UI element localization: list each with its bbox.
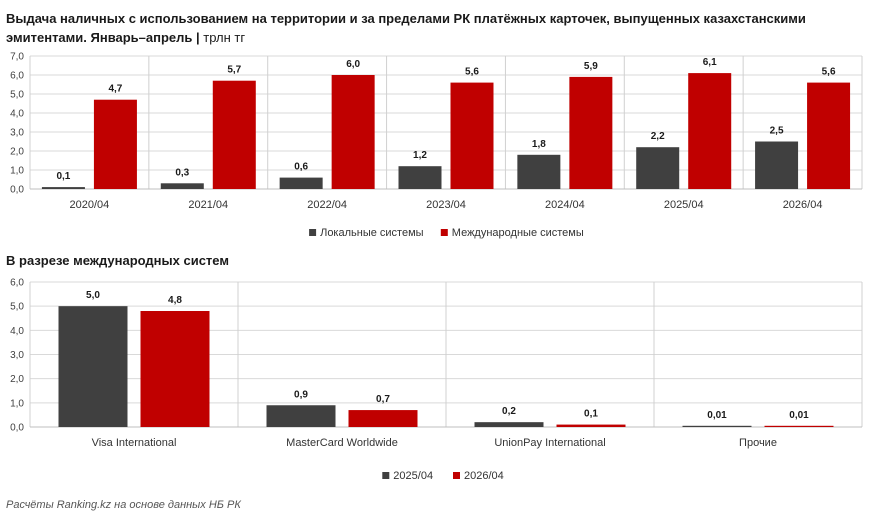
- section-title-international: В разрезе международных систем: [6, 253, 229, 268]
- chart1-category-label: 2022/04: [307, 199, 347, 211]
- chart1-data-label: 5,7: [227, 65, 241, 76]
- chart1-bar-локальные-системы-2022-04: [279, 177, 323, 189]
- chart1-category-label: 2026/04: [783, 199, 823, 211]
- chart1-bar-международные-системы-2021-04: [212, 80, 256, 189]
- chart1-bar-международные-системы-2022-04: [331, 75, 375, 189]
- chart1-data-label: 1,2: [413, 150, 427, 161]
- chart2-ytick-label: 1,0: [10, 398, 24, 409]
- chart2-ytick-label: 5,0: [10, 302, 24, 313]
- chart1-legend-swatch: [440, 229, 448, 236]
- chart1-ytick-label: 7,0: [10, 52, 24, 63]
- chart-title: Выдача наличных с использованием на терр…: [6, 11, 806, 45]
- chart2-legend-swatch: [453, 472, 460, 479]
- chart2-bar-2026-04-mastercard-worldwide: [348, 410, 418, 427]
- chart1-data-label: 5,6: [465, 67, 479, 78]
- chart2-bar-2025-04-unionpay-international: [474, 422, 544, 427]
- chart2-bar-2025-04-mastercard-worldwide: [266, 405, 336, 427]
- chart1-ytick-label: 3,0: [10, 128, 24, 139]
- chart2-legend-label: 2026/04: [464, 470, 504, 482]
- chart1-data-label: 6,0: [346, 59, 360, 70]
- chart2-legend-swatch: [382, 472, 390, 479]
- chart1-ytick-label: 1,0: [10, 166, 24, 177]
- chart1-bar-международные-системы-2026-04: [807, 82, 851, 189]
- chart2-ytick-label: 6,0: [10, 278, 24, 289]
- chart2-ytick-label: 0,0: [10, 423, 24, 434]
- chart1-bar-международные-системы-2025-04: [688, 73, 732, 189]
- chart2-data-label: 0,7: [376, 394, 390, 405]
- chart1-data-label: 5,6: [822, 67, 836, 78]
- chart2-category-label: UnionPay International: [494, 437, 605, 449]
- chart1-ytick-label: 5,0: [10, 90, 24, 101]
- chart1-bar-локальные-системы-2025-04: [636, 147, 680, 189]
- chart1-bar-локальные-системы-2026-04: [755, 141, 799, 189]
- chart1-bar-локальные-системы-2020-04: [41, 187, 85, 189]
- chart1-data-label: 4,7: [108, 84, 122, 95]
- chart1-category-label: 2025/04: [664, 199, 704, 211]
- chart1-data-label: 1,8: [532, 139, 546, 150]
- chart1-data-label: 0,6: [294, 162, 308, 173]
- chart2-data-label: 0,1: [584, 409, 598, 420]
- chart1-data-label: 6,1: [703, 57, 717, 68]
- chart1-data-label: 0,3: [175, 167, 189, 178]
- chart1-bar-международные-системы-2023-04: [450, 82, 494, 189]
- title-unit: трлн тг: [203, 30, 246, 45]
- chart2-data-label: 0,01: [707, 410, 727, 421]
- chart1-legend-label: Международные системы: [452, 227, 584, 239]
- chart1-data-label: 0,1: [56, 171, 70, 182]
- chart1-legend-label: Локальные системы: [320, 227, 424, 239]
- chart2-category-label: Прочие: [739, 437, 777, 449]
- chart2-ytick-label: 4,0: [10, 326, 24, 337]
- chart2-data-label: 0,2: [502, 406, 516, 417]
- chart1-bar-локальные-системы-2023-04: [398, 166, 442, 189]
- chart1-category-label: 2023/04: [426, 199, 466, 211]
- chart1-bar-локальные-системы-2024-04: [517, 154, 561, 189]
- chart1-data-label: 2,5: [770, 126, 784, 137]
- chart2-ytick-label: 3,0: [10, 350, 24, 361]
- chart2-ytick-label: 2,0: [10, 374, 24, 385]
- chart1-ytick-label: 0,0: [10, 185, 24, 196]
- chart1-bar-международные-системы-2020-04: [93, 99, 137, 189]
- chart1-category-label: 2021/04: [188, 199, 228, 211]
- chart1-bar-локальные-системы-2021-04: [160, 183, 204, 189]
- chart1-ytick-label: 2,0: [10, 147, 24, 158]
- chart2-bar-2025-04-visa-international: [58, 306, 128, 427]
- chart1-bar-международные-системы-2024-04: [569, 76, 613, 189]
- chart2-bar-2026-04-прочие: [764, 425, 834, 427]
- chart2-data-label: 4,8: [168, 295, 182, 306]
- chart2-data-label: 0,01: [789, 410, 809, 421]
- chart1-data-label: 5,9: [584, 61, 598, 72]
- chart1-legend-swatch: [309, 229, 317, 236]
- chart2-legend-label: 2025/04: [393, 470, 433, 482]
- title-text: Выдача наличных с использованием на терр…: [6, 11, 806, 45]
- chart2-category-label: Visa International: [92, 437, 177, 449]
- chart2-data-label: 0,9: [294, 389, 308, 400]
- chart1-ytick-label: 6,0: [10, 71, 24, 82]
- chart1-data-label: 2,2: [651, 131, 665, 142]
- chart2-bar-2026-04-visa-international: [140, 311, 210, 427]
- chart2-bar-2026-04-unionpay-international: [556, 424, 626, 427]
- chart1-category-label: 2020/04: [70, 199, 110, 211]
- chart-international-systems: 0,0 1,0 2,0 3,0 4,0 5,0 6,0 5,0 4,8 Visa Internat…: [10, 278, 863, 482]
- source-note: Расчёты Ranking.kz на основе данных НБ Р…: [6, 499, 241, 511]
- chart1-category-label: 2024/04: [545, 199, 585, 211]
- chart-card-systems: 0,0 1,0 2,0 3,0 4,0 5,0 6,0 7,0 0,1 4,7 2020/04 0,3…: [10, 52, 863, 239]
- chart2-category-label: MasterCard Worldwide: [286, 437, 398, 449]
- chart2-bar-2025-04-прочие: [682, 425, 752, 427]
- chart1-ytick-label: 4,0: [10, 109, 24, 120]
- chart2-data-label: 5,0: [86, 290, 100, 301]
